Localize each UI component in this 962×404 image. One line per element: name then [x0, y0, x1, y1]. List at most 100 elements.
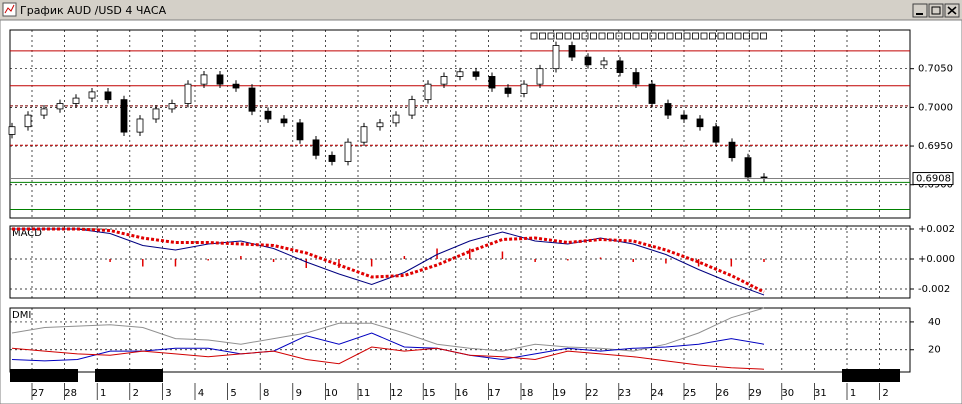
- event-icon: [649, 32, 657, 40]
- event-icon: [581, 32, 589, 40]
- x-tick-label: 18: [521, 388, 534, 399]
- event-icon: [632, 32, 640, 40]
- x-tick-label: 22: [586, 388, 599, 399]
- y-tick-label: -0.002: [918, 284, 950, 295]
- event-icon: [717, 32, 725, 40]
- last-price-box: [912, 172, 954, 186]
- candle-body: [8, 126, 16, 135]
- event-icon: [547, 32, 555, 40]
- candle-body: [264, 110, 272, 120]
- candle-body: [136, 118, 144, 133]
- candle-body: [488, 76, 496, 89]
- x-tick-label: 4: [198, 388, 204, 399]
- x-tick-label: 3: [165, 388, 171, 399]
- candle-body: [392, 114, 400, 124]
- candle-body: [280, 118, 288, 124]
- x-tick-label: 27: [32, 388, 45, 399]
- x-tick-label: 16: [455, 388, 468, 399]
- month-label: Июль 2019: [98, 371, 155, 382]
- x-tick-label: 28: [64, 388, 77, 399]
- y-tick-label: 0.7000: [918, 102, 953, 113]
- event-icon: [573, 32, 580, 40]
- event-icon: [530, 32, 538, 40]
- candle-body: [152, 108, 160, 120]
- event-icon: [641, 32, 648, 40]
- y-tick-label: +0.002: [918, 224, 955, 235]
- dmi-line: [11, 332, 765, 362]
- candle-body: [408, 99, 416, 116]
- event-icon: [539, 32, 546, 40]
- x-tick-label: 23: [618, 388, 631, 399]
- window-frame: [0, 19, 962, 404]
- candle-body: [472, 71, 480, 77]
- event-icon: [607, 32, 614, 40]
- event-icon: [700, 32, 708, 40]
- candle-body: [712, 126, 720, 143]
- candle-body: [600, 60, 608, 66]
- candle-body: [568, 45, 576, 58]
- candle-body: [360, 126, 368, 143]
- candle-body: [40, 108, 48, 116]
- minimize-button[interactable]: [912, 3, 928, 18]
- candle-body: [168, 103, 176, 110]
- maximize-button[interactable]: [928, 3, 944, 18]
- x-tick-label: 25: [684, 388, 697, 399]
- last-price-label: 0.6908: [916, 174, 951, 185]
- candle-body: [184, 83, 192, 104]
- candle-body: [344, 141, 352, 162]
- event-icon: [743, 32, 750, 40]
- x-tick-label: 11: [358, 388, 371, 399]
- x-tick-label: 12: [390, 388, 403, 399]
- candle-body: [312, 139, 320, 156]
- y-tick-label: 0.7050: [918, 64, 953, 75]
- title-bar: [0, 0, 962, 20]
- candle-body: [728, 141, 736, 159]
- candle-body: [216, 74, 224, 85]
- event-icon: [692, 32, 699, 40]
- candle-body: [248, 87, 256, 112]
- x-tick-label: 2: [133, 388, 139, 399]
- candle-body: [616, 60, 624, 73]
- candle-body: [680, 114, 688, 120]
- candle-body: [424, 83, 432, 101]
- candle-body: [376, 122, 384, 128]
- month-label-box: [95, 369, 163, 382]
- event-icon: [709, 32, 716, 40]
- panel-frame: [9, 225, 911, 299]
- candle-body: [520, 83, 528, 94]
- candle-body: [536, 68, 544, 85]
- candle-body: [88, 91, 96, 99]
- candle-body: [632, 72, 640, 85]
- event-icon: [564, 32, 572, 40]
- candle-body: [440, 76, 448, 85]
- month-label: Июнь 2019: [13, 371, 70, 382]
- month-label: Авг 2019: [845, 371, 892, 382]
- event-icon: [726, 32, 733, 40]
- x-tick-label: 26: [716, 388, 729, 399]
- x-tick-label: 19: [553, 388, 566, 399]
- event-icon: [751, 32, 759, 40]
- x-tick-label: 8: [263, 388, 269, 399]
- event-icon: [658, 32, 665, 40]
- x-tick-label: 9: [296, 388, 302, 399]
- panel-frame: [9, 29, 911, 219]
- x-tick-label: 17: [488, 388, 501, 399]
- y-tick-label: 20: [928, 345, 941, 356]
- event-icon: [683, 32, 691, 40]
- x-tick-label: 24: [651, 388, 664, 399]
- candle-body: [24, 114, 32, 128]
- event-icon: [760, 32, 767, 40]
- panel-title: DMI: [12, 310, 31, 321]
- candle-body: [696, 118, 704, 128]
- x-tick-label: 10: [325, 388, 338, 399]
- x-tick-label: 2: [882, 388, 888, 399]
- candle-body: [120, 99, 128, 133]
- y-tick-label: 0.6950: [918, 141, 953, 152]
- y-tick-label: +0.000: [918, 254, 955, 265]
- candle-body: [552, 45, 560, 70]
- candle-body: [584, 56, 592, 66]
- candle-body: [296, 122, 304, 141]
- maximize-glyph: [931, 6, 941, 15]
- window-icon-glyph: [4, 4, 15, 14]
